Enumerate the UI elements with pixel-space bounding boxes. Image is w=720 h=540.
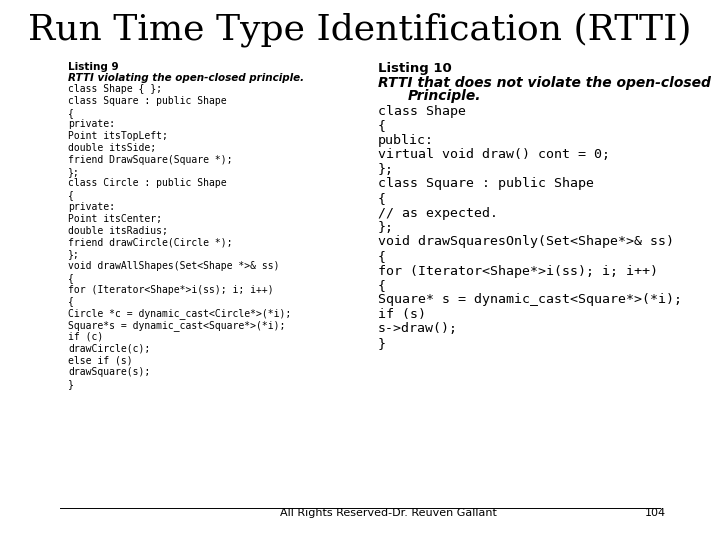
Text: {: { [378,250,386,263]
Text: Square* s = dynamic_cast<Square*>(*i);: Square* s = dynamic_cast<Square*>(*i); [378,294,682,307]
Text: All Rights Reserved-Dr. Reuven Gallant: All Rights Reserved-Dr. Reuven Gallant [280,508,497,518]
Text: Square*s = dynamic_cast<Square*>(*i);: Square*s = dynamic_cast<Square*>(*i); [68,320,285,331]
Text: drawCircle(c);: drawCircle(c); [68,343,150,354]
Text: private:: private: [68,119,115,130]
Text: };: }; [378,163,394,176]
Text: Principle.: Principle. [408,89,482,103]
Text: class Shape { };: class Shape { }; [68,84,162,94]
Text: {: { [378,279,386,292]
Text: friend DrawSquare(Square *);: friend DrawSquare(Square *); [68,155,233,165]
Text: {: { [378,119,386,132]
Text: Run Time Type Identification (RTTI): Run Time Type Identification (RTTI) [28,12,692,46]
Text: virtual void draw() cont = 0;: virtual void draw() cont = 0; [378,148,610,161]
Text: if (c): if (c) [68,332,103,342]
Text: Listing 10: Listing 10 [378,62,451,75]
Text: s->draw();: s->draw(); [378,322,458,335]
Text: }: } [378,337,386,350]
Text: {: { [68,190,74,200]
Text: {: { [378,192,386,205]
Text: Point itsCenter;: Point itsCenter; [68,214,162,224]
Text: Circle *c = dynamic_cast<Circle*>(*i);: Circle *c = dynamic_cast<Circle*>(*i); [68,308,292,319]
Text: if (s): if (s) [378,308,426,321]
Text: friend drawCircle(Circle *);: friend drawCircle(Circle *); [68,238,233,247]
Text: class Square : public Shape: class Square : public Shape [68,96,227,106]
Text: class Circle : public Shape: class Circle : public Shape [68,178,227,188]
Text: };: }; [68,167,80,177]
Text: }: } [68,379,74,389]
Text: double itsSide;: double itsSide; [68,143,156,153]
Text: void drawAllShapes(Set<Shape *>& ss): void drawAllShapes(Set<Shape *>& ss) [68,261,279,271]
Text: };: }; [378,221,394,234]
Text: else if (s): else if (s) [68,355,132,366]
Text: double itsRadius;: double itsRadius; [68,226,168,235]
Text: class Square : public Shape: class Square : public Shape [378,178,594,191]
Text: class Shape: class Shape [378,105,466,118]
Text: // as expected.: // as expected. [378,206,498,219]
Text: for (Iterator<Shape*>i(ss); i; i++): for (Iterator<Shape*>i(ss); i; i++) [378,265,658,278]
Text: Point itsTopLeft;: Point itsTopLeft; [68,131,168,141]
Text: for (Iterator<Shape*>i(ss); i; i++): for (Iterator<Shape*>i(ss); i; i++) [68,285,274,295]
Text: drawSquare(s);: drawSquare(s); [68,367,150,377]
Text: void drawSquaresOnly(Set<Shape*>& ss): void drawSquaresOnly(Set<Shape*>& ss) [378,235,674,248]
Text: {: { [68,296,74,306]
Text: private:: private: [68,202,115,212]
Text: {: { [68,273,74,283]
Text: public:: public: [378,134,434,147]
Text: RTTI violating the open-closed principle.: RTTI violating the open-closed principle… [68,73,304,83]
Text: Listing 9: Listing 9 [68,62,119,72]
Text: RTTI that does not violate the open-closed: RTTI that does not violate the open-clos… [378,76,711,90]
Text: 104: 104 [645,508,666,518]
Text: {: { [68,107,74,118]
Text: };: }; [68,249,80,259]
